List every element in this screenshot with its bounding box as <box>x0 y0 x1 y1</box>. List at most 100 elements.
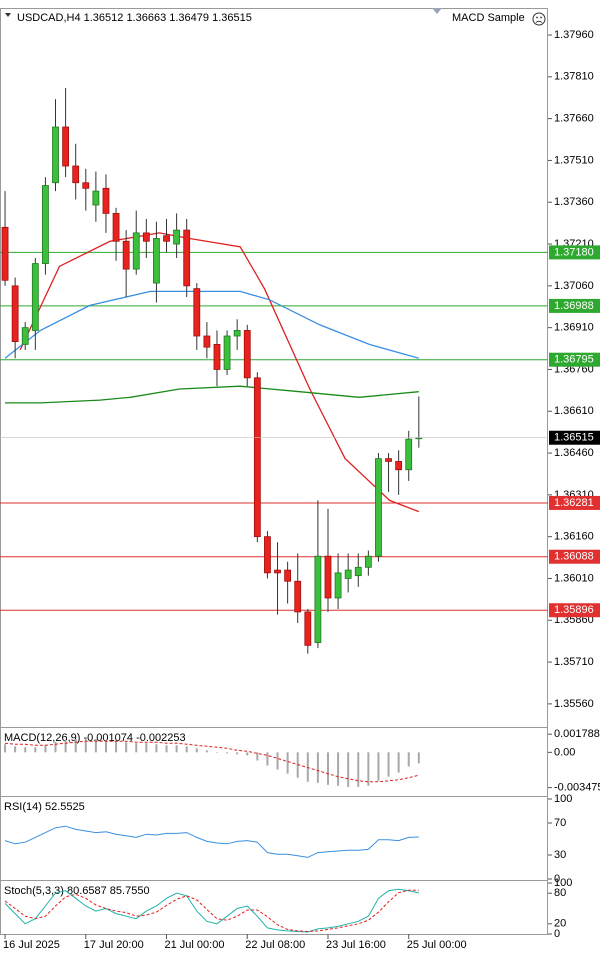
candle-body <box>11 285 19 342</box>
macd-bar <box>387 752 390 777</box>
candle-body <box>72 165 80 184</box>
candle-body <box>31 263 39 331</box>
macd-bar <box>135 743 138 753</box>
macd-bar <box>296 752 299 778</box>
macd-bar <box>256 752 259 761</box>
candle-body <box>314 555 322 643</box>
candle-body <box>395 461 403 471</box>
candle-body <box>92 190 100 206</box>
y-tick-label: 1.35560 <box>554 698 594 710</box>
candle-body <box>153 238 160 284</box>
y-tick-label: 80 <box>554 887 566 899</box>
x-tick-label: 16 Jul 2025 <box>3 939 60 951</box>
current-price-box <box>549 430 600 445</box>
x-tick-label: 25 Jul 00:00 <box>407 939 467 951</box>
y-tick-label: 1.36160 <box>554 531 594 543</box>
y-tick-label: 0.00 <box>554 746 575 758</box>
y-tick-label: 100 <box>554 877 572 889</box>
macd-bar <box>337 752 340 786</box>
level-label-box <box>549 495 600 510</box>
y-tick-label: 0 <box>554 928 560 940</box>
macd-bar <box>407 752 410 767</box>
candle-body <box>264 536 271 574</box>
macd-bar <box>34 747 37 753</box>
candle-body <box>142 232 150 242</box>
macd-bar <box>215 752 218 753</box>
candle-body <box>375 458 382 557</box>
candle-body <box>223 335 231 370</box>
macd-bar <box>377 752 380 781</box>
pane-title: MACD(12,26,9) -0.001074 -0.002253 <box>4 732 186 744</box>
macd-bar <box>84 739 87 753</box>
candle-body <box>334 572 342 599</box>
y-tick-label: 100 <box>554 793 572 805</box>
macd-bar <box>145 743 148 753</box>
x-tick-label: 17 Jul 20:00 <box>84 939 144 951</box>
x-tick-label: 21 Jul 00:00 <box>165 939 225 951</box>
macd-bar <box>205 750 208 753</box>
candle-body <box>183 229 191 287</box>
macd-bar <box>64 740 67 753</box>
macd-bar <box>94 739 97 753</box>
macd-bar <box>175 745 178 753</box>
y-tick-label: 1.37360 <box>554 196 594 208</box>
candle-body <box>193 288 201 337</box>
candle-body <box>52 126 59 184</box>
shift-marker[interactable] <box>432 8 442 14</box>
current-price-label: 1.36515 <box>554 432 594 444</box>
symbol-menu-arrow[interactable] <box>5 13 11 17</box>
candle-body <box>385 458 392 462</box>
macd-bar <box>165 745 168 753</box>
candle-body <box>132 232 140 270</box>
y-tick-label: 1.35710 <box>554 656 594 668</box>
candle-body <box>324 555 332 599</box>
level-label: 1.35896 <box>554 604 594 616</box>
candle-body <box>284 569 292 582</box>
candle-body <box>354 566 362 577</box>
macd-bar <box>357 752 360 787</box>
y-tick-label: 1.37660 <box>554 113 594 125</box>
level-label-box <box>549 352 600 367</box>
macd-bar <box>115 741 118 753</box>
macd-bar <box>246 752 249 756</box>
y-tick-label: 1.36910 <box>554 322 594 334</box>
candle-body <box>122 240 130 270</box>
moving-average <box>5 385 419 404</box>
level-label-box <box>549 245 600 260</box>
y-tick-label: 0 <box>554 873 560 885</box>
macd-bar <box>326 752 329 785</box>
candle-body <box>274 569 281 574</box>
macd-bar <box>236 752 239 755</box>
macd-bar <box>24 747 27 753</box>
macd-bar <box>14 746 17 753</box>
candle-body <box>203 335 211 348</box>
macd-bar <box>125 742 128 753</box>
stoch-main <box>4 888 419 933</box>
expert-name: MACD Sample <box>452 12 525 24</box>
level-label: 1.36988 <box>554 300 594 312</box>
macd-bar <box>316 752 319 783</box>
macd-bar <box>266 752 269 766</box>
y-tick-label: -0.003475 <box>554 782 600 794</box>
candle-body <box>42 185 49 264</box>
candle-body <box>21 327 29 345</box>
y-tick-label: 1.36610 <box>554 405 594 417</box>
candle-body <box>364 555 372 568</box>
macd-bar <box>417 752 420 764</box>
stoch-signal <box>4 889 419 933</box>
plot-frame <box>0 8 548 935</box>
candle-body <box>173 229 181 245</box>
macd-bar <box>155 744 158 753</box>
macd-bar <box>74 739 77 753</box>
level-label: 1.37180 <box>554 246 594 258</box>
candle-body <box>213 343 221 370</box>
level-label-box <box>549 603 600 618</box>
macd-bar <box>226 752 229 754</box>
candle-body <box>243 330 251 379</box>
moving-average <box>4 290 419 359</box>
y-tick-label: 1.37510 <box>554 154 594 166</box>
expert-status-icon <box>532 12 546 26</box>
candle-body <box>344 569 352 579</box>
candle-body <box>253 377 261 538</box>
